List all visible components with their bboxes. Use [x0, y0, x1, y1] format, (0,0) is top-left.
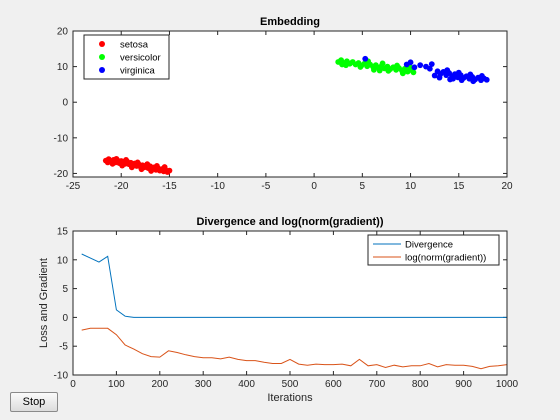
- y-tick-label: 5: [62, 284, 68, 295]
- legend-label: log(norm(gradient)): [405, 253, 486, 264]
- x-tick-label: 600: [325, 379, 342, 390]
- versicolor-point: [376, 67, 383, 74]
- x-tick-label: 20: [501, 181, 513, 192]
- y-tick-label: -20: [54, 169, 69, 180]
- x-tick-label: 100: [108, 379, 125, 390]
- legend: setosa versicolor virginica: [83, 34, 170, 80]
- y-tick-label: -10: [54, 371, 69, 382]
- y-tick-label: 20: [57, 27, 69, 38]
- legend-marker: [99, 54, 105, 60]
- setosa-point: [119, 162, 126, 169]
- x-tick-label: 0: [311, 181, 317, 192]
- x-tick-label: 0: [70, 379, 76, 390]
- setosa-point: [128, 164, 135, 171]
- virginica-point: [411, 64, 418, 71]
- y-tick-label: -10: [54, 133, 69, 144]
- y-tick-label: 15: [57, 227, 69, 238]
- x-tick-label: 500: [282, 379, 299, 390]
- chart-title: Divergence and log(norm(gradient)): [196, 216, 383, 228]
- x-tick-label: 200: [151, 379, 168, 390]
- x-tick-label: -5: [261, 181, 270, 192]
- x-tick-label: 10: [405, 181, 417, 192]
- legend-box: [367, 234, 500, 266]
- legend-marker: [99, 67, 105, 73]
- x-tick-label: 5: [360, 181, 366, 192]
- versicolor-point: [410, 69, 417, 76]
- setosa-point: [134, 159, 141, 166]
- y-tick-label: 10: [57, 255, 69, 266]
- virginica-point: [431, 72, 438, 79]
- x-tick-label: 800: [412, 379, 429, 390]
- y-axis-label: Loss and Gradient: [38, 258, 50, 348]
- virginica-point: [407, 59, 414, 66]
- x-tick-label: -10: [210, 181, 225, 192]
- legend-label: setosa: [120, 40, 149, 51]
- setosa-point: [144, 161, 151, 168]
- virginica-point: [450, 75, 456, 82]
- setosa-point: [123, 157, 129, 163]
- versicolor-point: [371, 66, 377, 73]
- virginica-point: [426, 65, 433, 72]
- y-tick-label: -5: [59, 342, 68, 353]
- x-tick-label: 1000: [496, 379, 519, 390]
- versicolor-point: [385, 67, 392, 74]
- legend-label: virginica: [120, 66, 156, 77]
- series-line-lognormgradient: [81, 327, 507, 370]
- setosa-point: [138, 166, 145, 173]
- virginica-point: [436, 74, 443, 81]
- legend-label: versicolor: [120, 53, 161, 64]
- versicolor-point: [399, 70, 406, 77]
- chart-divergence: 0 100 200 300 400 500 600 700 800 900 1000 -10 -5 0 5 1…: [38, 216, 519, 404]
- setosa-point: [161, 164, 168, 170]
- data-layer: [81, 253, 507, 370]
- setosa-point: [148, 168, 155, 174]
- stop-button[interactable]: Stop: [10, 392, 58, 412]
- series-versicolor: [335, 57, 417, 77]
- legend: Divergence log(norm(gradient)): [367, 234, 500, 266]
- x-tick-label: 900: [455, 379, 472, 390]
- axes-frame: [72, 230, 508, 376]
- x-tick-label: -20: [114, 181, 129, 192]
- chart-title: Embedding: [260, 16, 320, 28]
- virginica-point: [417, 62, 424, 69]
- legend-box: [83, 34, 170, 80]
- x-tick-label: 400: [238, 379, 255, 390]
- x-tick-label: -25: [66, 181, 81, 192]
- versicolor-point: [379, 60, 386, 67]
- x-tick-label: 700: [368, 379, 385, 390]
- virginica-point: [444, 67, 451, 74]
- virginica-point: [467, 71, 474, 78]
- y-tick-label: 10: [57, 62, 69, 73]
- series-virginica: [362, 55, 490, 85]
- setosa-point: [109, 160, 116, 167]
- data-layer: [102, 55, 490, 175]
- virginica-point: [470, 78, 477, 85]
- virginica-point: [458, 77, 465, 84]
- versicolor-point: [339, 61, 345, 68]
- virginica-point: [483, 76, 490, 83]
- versicolor-point: [394, 62, 400, 69]
- series-setosa: [102, 155, 173, 175]
- x-tick-label: 15: [453, 181, 465, 192]
- setosa-point: [104, 159, 111, 166]
- chart-embedding: -25 -20 -15 -10 -5 0 5 10 15 20-20-1001020Embeddi…: [54, 16, 513, 192]
- setosa-point: [154, 163, 160, 169]
- y-tick-label: 0: [62, 313, 68, 324]
- y-tick-label: 0: [62, 98, 68, 109]
- legend-marker: [99, 41, 105, 47]
- x-tick-label: 300: [195, 379, 212, 390]
- virginica-point: [428, 61, 435, 68]
- setosa-point: [166, 167, 173, 174]
- setosa-point: [113, 155, 120, 162]
- series-line-divergence: [81, 253, 507, 318]
- x-axis-label: Iterations: [267, 392, 313, 404]
- versicolor-point: [357, 64, 364, 70]
- axes-frame: [72, 30, 508, 178]
- virginica-point: [362, 55, 369, 62]
- virginica-point: [455, 69, 462, 76]
- virginica-point: [479, 72, 485, 79]
- legend-label: Divergence: [405, 240, 453, 251]
- x-tick-label: -15: [162, 181, 177, 192]
